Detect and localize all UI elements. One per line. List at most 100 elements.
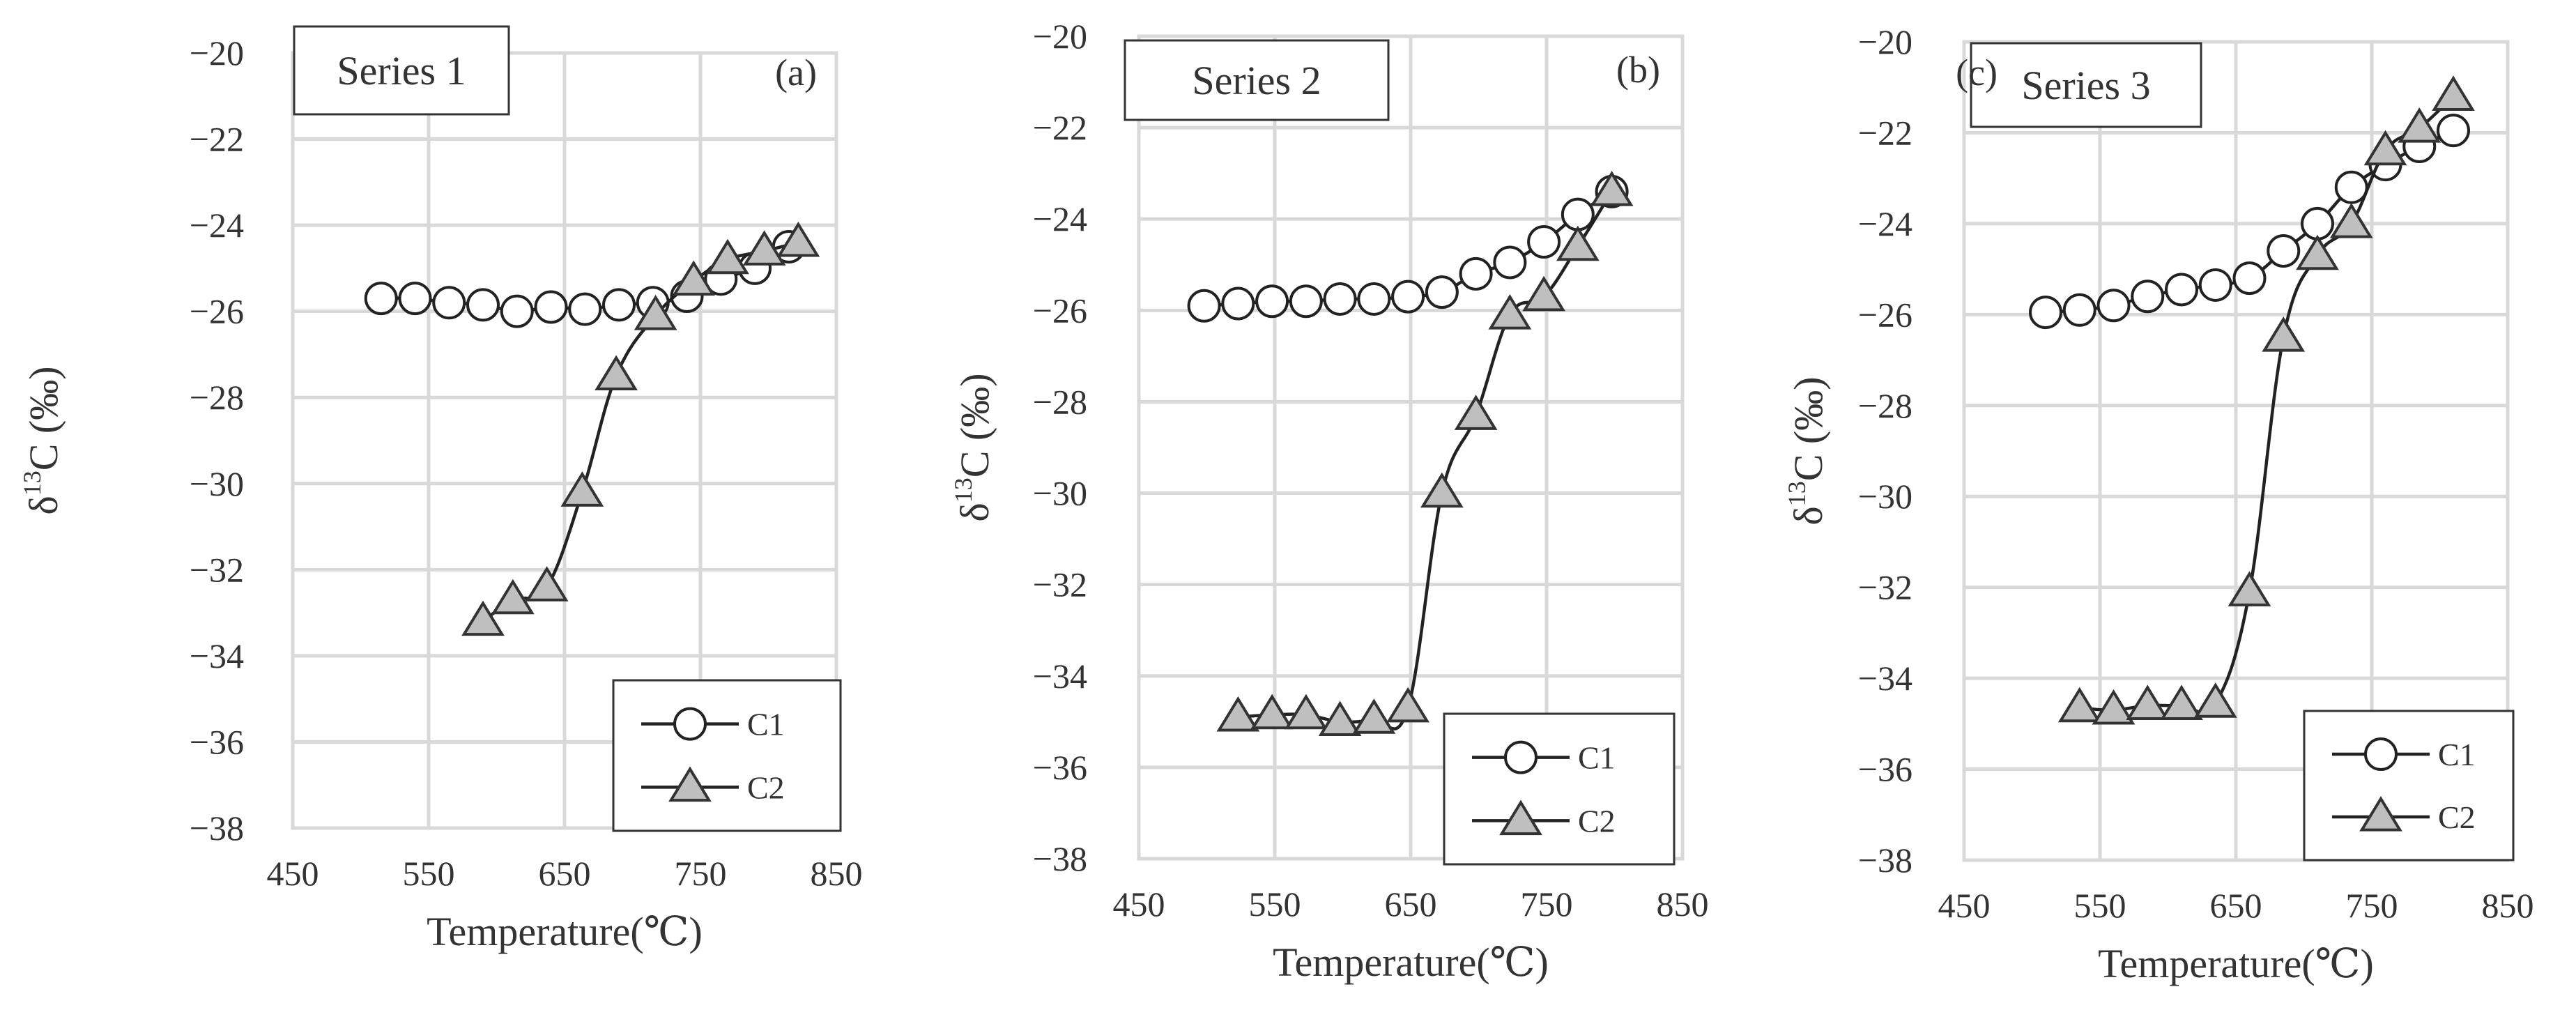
- data-point-c1: [2198, 268, 2232, 302]
- data-point-c2: [560, 471, 604, 507]
- data-point-c2: [2160, 684, 2203, 720]
- x-tick-label: 750: [675, 854, 727, 893]
- y-tick-label: −30: [1033, 474, 1087, 513]
- data-point-c1: [1221, 286, 1255, 321]
- data-point-c1: [364, 282, 398, 316]
- x-axis-title: Temperature(℃): [427, 909, 703, 954]
- data-point-c1: [2267, 234, 2301, 268]
- data-point-c2: [2329, 203, 2373, 238]
- data-point-c2: [1556, 225, 1600, 261]
- data-point-c2: [776, 221, 820, 257]
- data-point-c1: [398, 282, 432, 316]
- y-tick-label: −24: [190, 206, 244, 245]
- y-tick-label: −28: [1033, 382, 1087, 421]
- x-tick-label: 550: [403, 854, 455, 893]
- y-tick-label: −22: [1033, 108, 1087, 147]
- legend-label-c1: C1: [747, 707, 785, 742]
- plot-area-frame: [1962, 40, 2510, 862]
- series-tag-label: Series 3: [2021, 63, 2150, 108]
- data-point-c2: [491, 579, 535, 615]
- y-axis-title: δ13C (‰): [949, 373, 997, 521]
- y-axis-title: δ13C (‰): [1783, 376, 1831, 525]
- data-point-c1: [2301, 206, 2334, 240]
- y-tick-label: −36: [1858, 750, 1912, 789]
- series-line-c2: [1238, 190, 1613, 730]
- data-point-c2: [634, 295, 677, 330]
- x-axis-title: Temperature(℃): [1273, 940, 1549, 985]
- x-tick-label: 450: [267, 854, 319, 893]
- legend-label-c1: C1: [2438, 737, 2476, 772]
- plot-area-frame: [291, 51, 838, 830]
- y-tick-label: −36: [1033, 748, 1087, 787]
- series-tag-box: [1970, 42, 2202, 128]
- data-point-c2: [2092, 689, 2136, 725]
- data-point-c2: [1216, 696, 1260, 732]
- y-tick-label: −22: [190, 120, 244, 159]
- data-point-c1: [2232, 261, 2267, 296]
- data-point-c1: [2062, 293, 2096, 327]
- y-tick-label: −28: [1858, 386, 1912, 425]
- data-point-c1: [1323, 282, 1357, 316]
- data-point-c2: [461, 600, 505, 636]
- y-tick-label: −34: [190, 636, 244, 675]
- y-tick-label: −24: [1858, 204, 1912, 243]
- x-tick-label: 450: [1938, 886, 1991, 925]
- data-point-c2: [1250, 694, 1294, 730]
- y-tick-label: −22: [1858, 113, 1912, 152]
- data-point-c2: [1352, 698, 1396, 734]
- data-point-c1: [1561, 197, 1595, 231]
- data-point-c1: [602, 288, 636, 322]
- panel-letter: (a): [775, 52, 817, 93]
- legend-marker-c2: [1499, 799, 1542, 836]
- data-point-c1: [2096, 289, 2131, 323]
- data-point-c1: [1187, 289, 1221, 323]
- data-point-c1: [1459, 256, 1493, 291]
- data-point-c2: [2398, 107, 2441, 143]
- series-tag-box: [293, 25, 510, 116]
- x-tick-label: 850: [2482, 886, 2534, 925]
- data-point-c1: [1493, 245, 1527, 280]
- legend-marker-c2: [668, 766, 712, 802]
- legend-label-c1: C1: [1578, 740, 1616, 776]
- data-point-c1: [1357, 282, 1391, 316]
- data-point-c2: [2126, 684, 2170, 720]
- x-tick-label: 750: [1521, 885, 1573, 924]
- y-tick-label: −38: [1858, 841, 1912, 880]
- chart-panel-3: −20 −22 −24 −26 −28 −30 −32 −34 −36 −38 450 550 650 7…: [1783, 22, 2534, 986]
- data-point-c1: [432, 286, 466, 320]
- data-point-c2: [2363, 130, 2407, 166]
- data-point-c1: [2165, 273, 2198, 307]
- y-tick-label: −38: [190, 809, 244, 848]
- data-point-c2: [1318, 700, 1362, 737]
- y-tick-label: −32: [1033, 565, 1087, 604]
- x-tick-label: 550: [1249, 885, 1301, 924]
- y-axis-title-unit: C (‰): [1786, 376, 1831, 481]
- y-tick-label: −32: [190, 550, 244, 589]
- data-point-c2: [1522, 275, 1565, 312]
- data-point-c1: [1527, 225, 1561, 259]
- data-point-c2: [1488, 294, 1532, 330]
- plot-area-frame: [1137, 34, 1685, 861]
- y-axis-title: δ13C (‰): [18, 366, 66, 514]
- legend-box: [1443, 712, 1676, 866]
- data-point-c2: [1420, 472, 1464, 508]
- data-point-c1: [2131, 280, 2165, 314]
- data-point-c1: [2437, 114, 2470, 148]
- legend-marker-c1: [1504, 740, 1538, 774]
- x-tick-label: 650: [539, 854, 591, 893]
- data-point-c2: [1590, 171, 1634, 206]
- data-point-c2: [706, 238, 749, 275]
- x-tick-label: 550: [2074, 886, 2126, 925]
- legend-marker-c1: [673, 707, 707, 741]
- y-tick-label: −34: [1033, 657, 1087, 696]
- data-point-c1: [1255, 284, 1289, 319]
- legend-label-c2: C2: [1578, 803, 1616, 839]
- y-axis-title-superscript: 13: [949, 477, 977, 503]
- y-axis-title-delta: δ: [1786, 506, 1831, 525]
- data-point-c2: [2262, 316, 2306, 352]
- legend-marker-c1: [2364, 737, 2398, 772]
- data-point-c2: [2432, 75, 2475, 111]
- data-point-c2: [2228, 571, 2271, 606]
- data-point-c2: [525, 566, 569, 602]
- data-point-c2: [1454, 395, 1498, 430]
